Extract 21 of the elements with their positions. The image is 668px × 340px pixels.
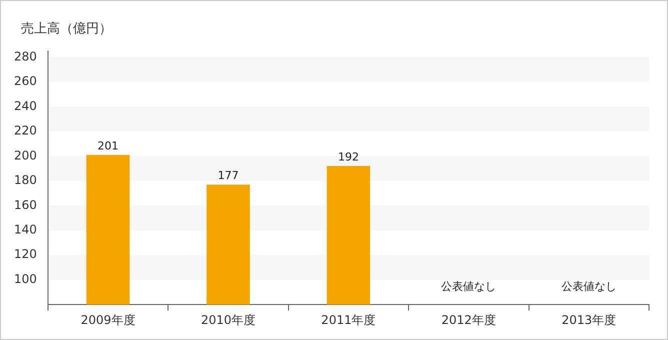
x-tick-label: 2012年度 — [441, 312, 496, 327]
y-tick-label: 100 — [14, 272, 37, 286]
data-label: 177 — [218, 168, 239, 182]
y-tick-label: 280 — [14, 49, 37, 64]
y-tick-label: 140 — [14, 222, 37, 236]
y-axis-title: 売上高（億円） — [21, 20, 112, 36]
data-label: 192 — [338, 150, 359, 164]
x-tick-label: 2009年度 — [80, 312, 136, 327]
y-tick-label: 120 — [14, 247, 37, 262]
x-tick-label: 2013年度 — [562, 312, 616, 327]
annotation: 公表値なし — [441, 280, 496, 293]
x-tick-label: 2011年度 — [321, 312, 376, 327]
y-tick-label: 260 — [14, 74, 37, 88]
y-tick-label: 180 — [14, 173, 37, 188]
annotation: 公表値なし — [561, 280, 616, 293]
x-tick-label: 2010年度 — [200, 312, 256, 327]
y-tick-label: 200 — [14, 148, 37, 162]
y-tick-label: 220 — [14, 124, 37, 138]
data-label: 201 — [98, 139, 119, 152]
y-tick-label: 240 — [14, 98, 37, 113]
y-tick-label: 160 — [14, 198, 37, 212]
